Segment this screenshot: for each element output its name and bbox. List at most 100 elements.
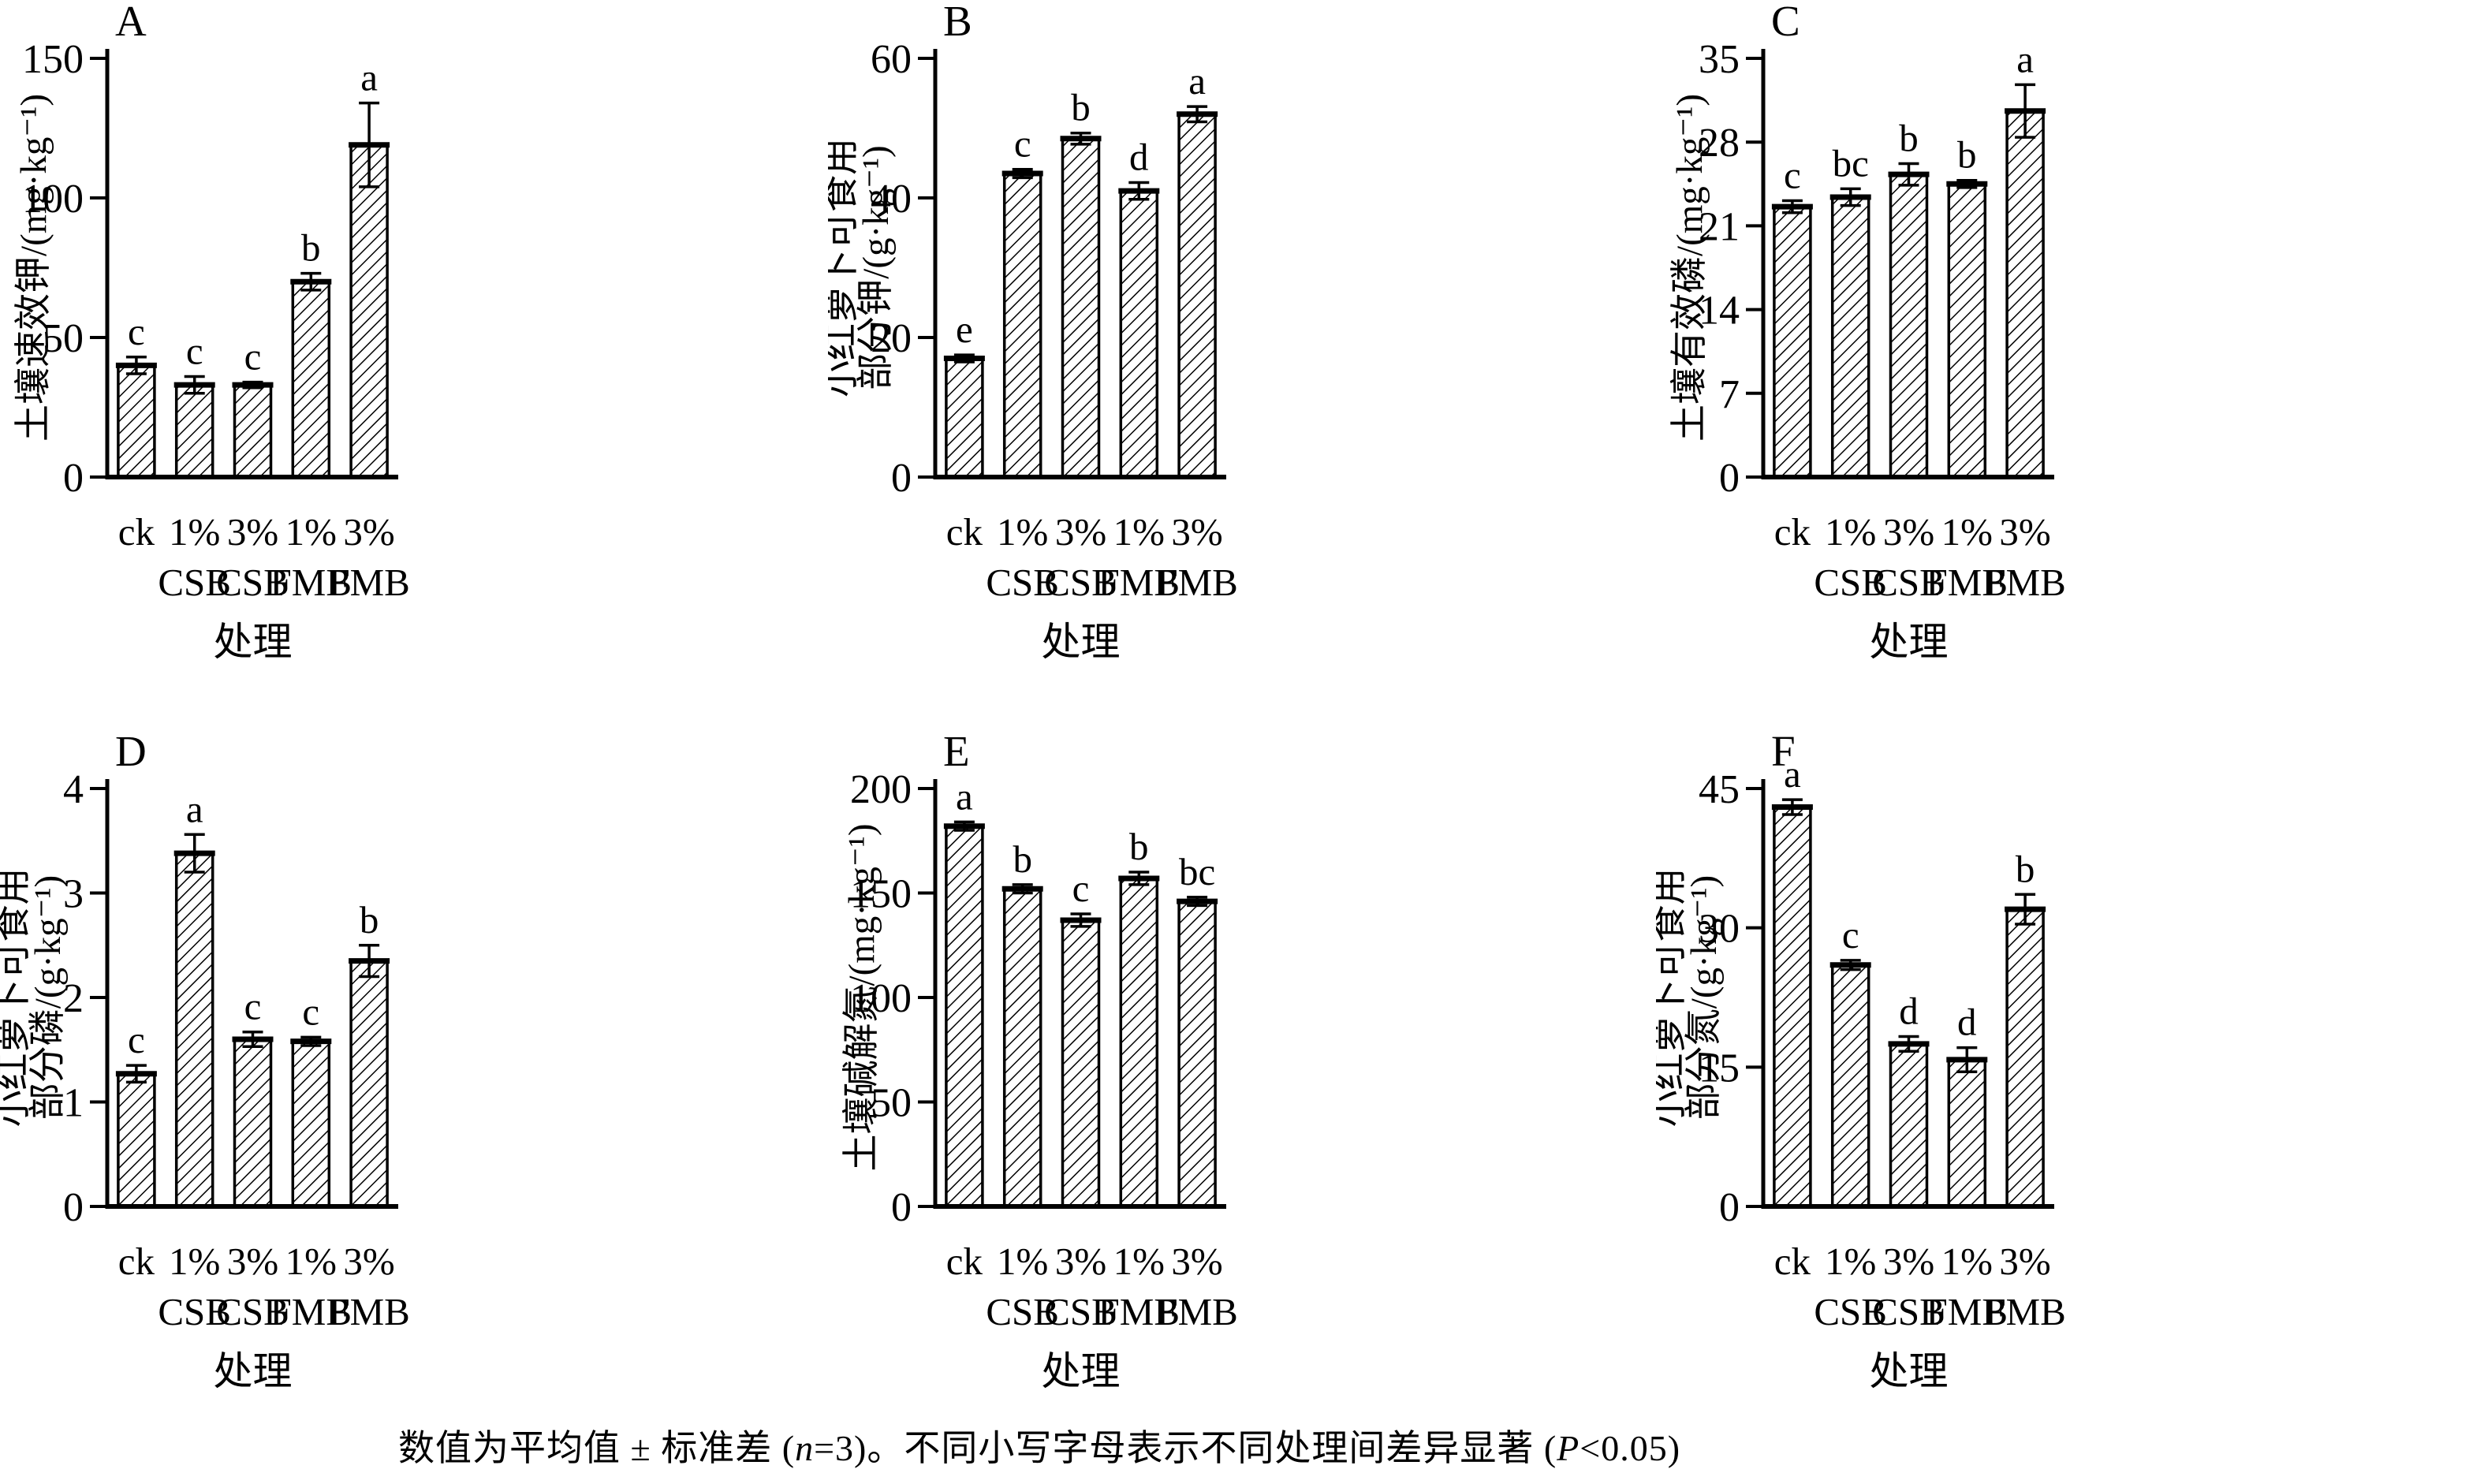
y-axis-label: 部分磷/(g·kg⁻¹) (28, 875, 69, 1120)
y-tick-label: 150 (850, 872, 912, 917)
x-tick-label: CSB (1044, 1290, 1117, 1333)
panel-letter: C (1771, 0, 1800, 45)
x-tick-label: 3% (1999, 510, 2050, 554)
x-tick-label: FMB (328, 561, 410, 604)
bar (117, 364, 156, 479)
caption-n-symbol: n (795, 1428, 815, 1468)
y-tick-label: 15 (1699, 1046, 1740, 1091)
significance-letter: b (1957, 133, 1977, 177)
y-tick-label: 3 (63, 872, 84, 917)
x-tick-label: 3% (343, 510, 394, 554)
significance-letter: c (128, 1018, 145, 1061)
significance-letter: c (1784, 154, 1801, 197)
significance-letter: bc (1833, 141, 1869, 185)
bar (1061, 137, 1101, 479)
bar (117, 1072, 156, 1208)
x-tick-label: ck (946, 510, 983, 554)
x-tick-label: CSB (1872, 1290, 1945, 1333)
x-tick-label: 1% (1941, 510, 1993, 554)
y-tick-label: 60 (871, 37, 912, 82)
bar (2005, 908, 2045, 1208)
bar (1947, 1058, 1987, 1208)
y-tick-label: 150 (22, 37, 84, 82)
x-tick-label: 3% (343, 1240, 394, 1283)
x-tick-label: FMB (1156, 1290, 1238, 1333)
bar (1177, 900, 1217, 1208)
x-tick-label: 3% (227, 1240, 278, 1283)
y-axis-label: 土壤速效钾/(mg·kg⁻¹) (13, 94, 54, 442)
y-tick-label: 0 (1719, 1185, 1740, 1230)
bar (1119, 877, 1159, 1208)
y-tick-label: 45 (1699, 767, 1740, 812)
bar (349, 143, 389, 479)
chart-e: 0 50 100 150 200 土壤碱解氮/(mg·kg⁻¹) Ea ck b 1% CSB c 3%… (841, 727, 1238, 1393)
x-tick-label: FMB (1984, 1290, 2066, 1333)
x-tick-label: 3% (1999, 1240, 2050, 1283)
x-axis-label: 处理 (1870, 620, 1949, 664)
bar (1002, 172, 1042, 479)
y-tick-label: 20 (871, 316, 912, 361)
significance-letter: a (956, 774, 973, 818)
x-tick-label: FMB (328, 1290, 410, 1333)
x-tick-label: 3% (1883, 510, 1934, 554)
y-axis-label: 部分氮/(g·kg⁻¹) (1684, 875, 1725, 1120)
y-tick-label: 100 (22, 177, 84, 222)
bar (1773, 805, 1812, 1208)
x-tick-label: FMB (1984, 561, 2066, 604)
x-tick-label: 3% (227, 510, 278, 554)
y-tick-label: 2 (63, 976, 84, 1021)
bar (1889, 1042, 1929, 1208)
x-tick-label: 3% (1883, 1240, 1934, 1283)
significance-letter: c (128, 310, 145, 353)
x-axis-label: 处理 (214, 620, 293, 664)
x-tick-label: FMB (270, 561, 352, 604)
x-tick-label: 1% (1113, 1240, 1165, 1283)
x-tick-label: ck (118, 510, 155, 554)
bar (1889, 173, 1929, 479)
significance-letter: b (2016, 847, 2035, 890)
y-tick-label: 100 (850, 976, 912, 1021)
x-tick-label: 1% (997, 510, 1048, 554)
panel-letter: F (1771, 727, 1796, 775)
significance-letter: b (1899, 117, 1919, 160)
bar (1002, 887, 1042, 1208)
panel-letter: E (943, 727, 970, 775)
y-tick-label: 14 (1699, 289, 1740, 334)
significance-letter: b (301, 226, 321, 270)
significance-letter: c (302, 990, 319, 1033)
y-tick-label: 35 (1699, 37, 1740, 82)
x-tick-label: CSB (216, 561, 289, 604)
y-tick-label: 0 (63, 456, 84, 501)
significance-letter: bc (1179, 850, 1215, 893)
x-axis-label: 处理 (1042, 620, 1121, 664)
y-axis-label: 土壤有效磷/(mg·kg⁻¹) (1669, 94, 1710, 442)
x-tick-label: 1% (169, 510, 220, 554)
bar (233, 383, 273, 479)
bar (1830, 196, 1870, 479)
x-tick-label: CSB (158, 561, 231, 604)
y-tick-label: 50 (871, 1081, 912, 1126)
significance-letter: b (1071, 86, 1091, 129)
significance-letter: c (186, 330, 203, 373)
x-tick-label: 1% (285, 1240, 337, 1283)
y-tick-label: 0 (1719, 456, 1740, 501)
x-axis-label: 处理 (214, 1349, 293, 1393)
chart-c: 0 7 14 21 28 35 土壤有效磷/(mg·kg⁻¹) Cc ck bc 1% CSB b 3% C… (1669, 0, 2066, 664)
y-tick-label: 4 (63, 767, 84, 812)
x-tick-label: ck (946, 1240, 983, 1283)
y-tick-label: 0 (891, 456, 912, 501)
x-tick-label: CSB (1872, 561, 1945, 604)
caption-p-symbol: P (1557, 1428, 1580, 1468)
x-tick-label: 1% (1113, 510, 1165, 554)
panel-letter: A (115, 0, 147, 45)
x-tick-label: 1% (1825, 510, 1876, 554)
x-tick-label: 3% (1171, 510, 1222, 554)
significance-letter: d (1957, 1001, 1977, 1044)
x-tick-label: FMB (1098, 1290, 1180, 1333)
